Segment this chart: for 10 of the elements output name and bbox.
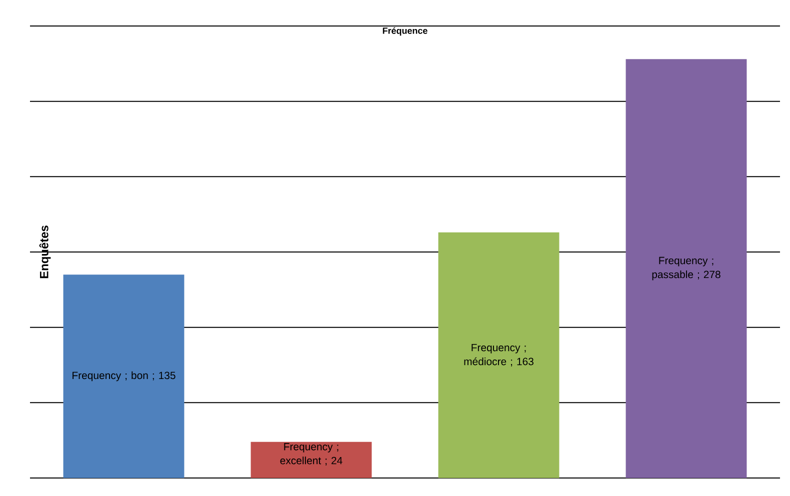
data-label: Frequency ; passable ; 278 xyxy=(652,256,720,280)
data-label: Frequency ; bon ; 135 xyxy=(72,371,176,382)
chart-title: Fréquence xyxy=(382,27,428,36)
bar xyxy=(63,274,184,478)
bar xyxy=(626,59,747,478)
y-axis-title: Enquêtes xyxy=(39,226,51,278)
bar xyxy=(438,232,560,478)
bar xyxy=(250,442,372,478)
data-label: Frequency ; médiocre ; 163 xyxy=(464,344,534,366)
data-label: Frequency ; excellent ; 24 xyxy=(280,443,342,466)
